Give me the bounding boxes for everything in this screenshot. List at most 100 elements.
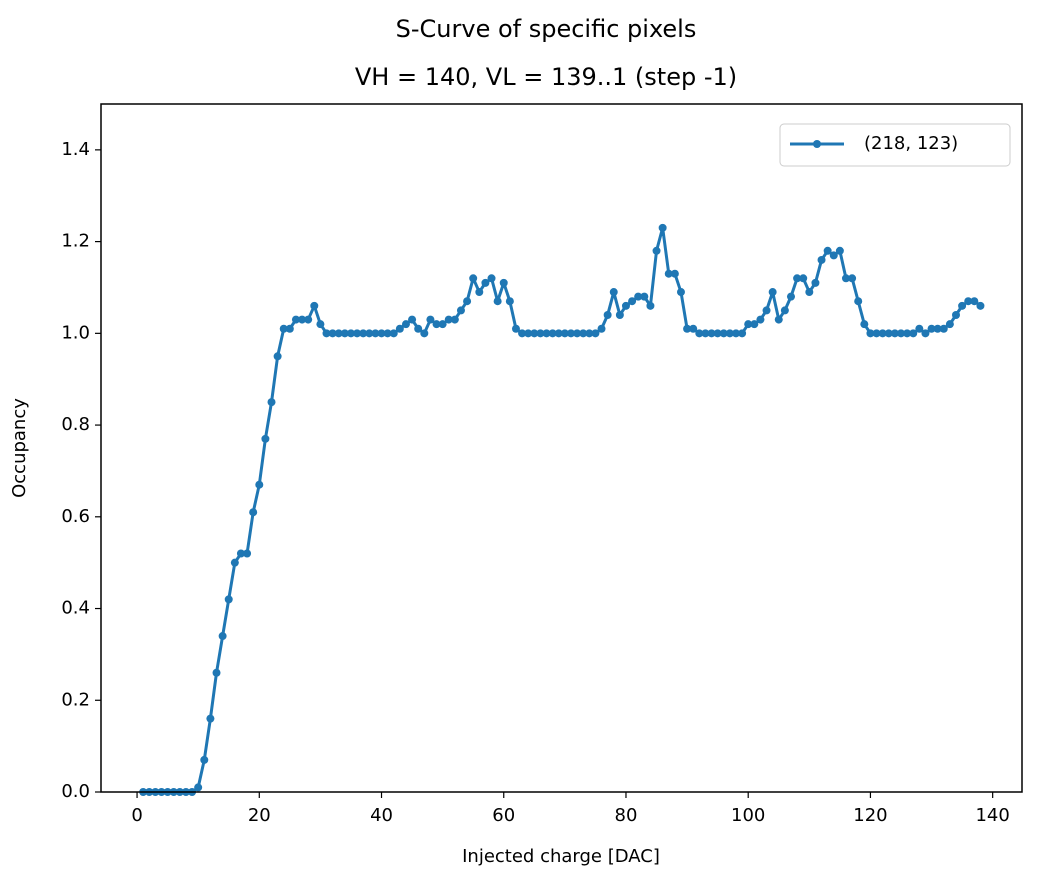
data-point bbox=[218, 632, 227, 641]
data-point bbox=[707, 329, 716, 338]
data-point bbox=[890, 329, 899, 338]
data-point bbox=[823, 246, 832, 255]
data-point bbox=[909, 329, 918, 338]
data-point bbox=[316, 320, 325, 329]
data-point bbox=[805, 288, 814, 297]
data-point bbox=[725, 329, 734, 338]
data-point bbox=[817, 255, 826, 264]
data-point bbox=[640, 292, 649, 301]
data-point bbox=[365, 329, 374, 338]
data-point bbox=[860, 320, 869, 329]
data-point bbox=[359, 329, 368, 338]
data-point bbox=[389, 329, 398, 338]
data-point bbox=[224, 595, 233, 604]
data-point bbox=[340, 329, 349, 338]
data-point bbox=[927, 324, 936, 333]
data-point bbox=[646, 301, 655, 310]
data-point bbox=[579, 329, 588, 338]
data-point bbox=[481, 278, 490, 287]
data-point bbox=[371, 329, 380, 338]
data-point bbox=[945, 320, 954, 329]
data-point bbox=[915, 324, 924, 333]
data-point bbox=[291, 315, 300, 324]
data-point bbox=[970, 297, 979, 306]
data-point bbox=[719, 329, 728, 338]
data-point bbox=[261, 434, 270, 443]
data-point bbox=[249, 508, 258, 517]
y-tick-label: 0.2 bbox=[61, 689, 90, 710]
data-point bbox=[505, 297, 514, 306]
data-point bbox=[566, 329, 575, 338]
data-point bbox=[236, 549, 245, 558]
data-point bbox=[279, 324, 288, 333]
y-tick-label: 0.8 bbox=[61, 414, 90, 435]
data-point bbox=[518, 329, 527, 338]
data-point bbox=[206, 714, 215, 723]
data-point bbox=[621, 301, 630, 310]
data-point bbox=[884, 329, 893, 338]
data-point bbox=[829, 251, 838, 260]
data-point bbox=[408, 315, 417, 324]
data-point bbox=[701, 329, 710, 338]
data-point bbox=[964, 297, 973, 306]
data-point bbox=[799, 274, 808, 283]
data-point bbox=[939, 324, 948, 333]
x-tick-label: 140 bbox=[975, 805, 1009, 826]
data-point bbox=[524, 329, 533, 338]
chart-subtitle: VH = 140, VL = 139..1 (step -1) bbox=[355, 63, 737, 91]
data-point bbox=[951, 310, 960, 319]
data-point bbox=[841, 274, 850, 283]
data-point bbox=[609, 288, 618, 297]
data-point bbox=[634, 292, 643, 301]
x-tick-label: 20 bbox=[248, 805, 271, 826]
data-point bbox=[328, 329, 337, 338]
data-point bbox=[958, 301, 967, 310]
data-point bbox=[200, 755, 209, 764]
y-tick-label: 0.0 bbox=[61, 781, 90, 802]
data-point bbox=[628, 297, 637, 306]
data-point bbox=[872, 329, 881, 338]
x-tick-label: 40 bbox=[370, 805, 393, 826]
data-point bbox=[921, 329, 930, 338]
data-point bbox=[786, 292, 795, 301]
data-point bbox=[591, 329, 600, 338]
data-point bbox=[438, 320, 447, 329]
data-point bbox=[713, 329, 722, 338]
data-point bbox=[487, 274, 496, 283]
data-point bbox=[854, 297, 863, 306]
data-point bbox=[273, 352, 282, 361]
data-point bbox=[530, 329, 539, 338]
y-tick-label: 1.4 bbox=[61, 139, 90, 160]
data-point bbox=[560, 329, 569, 338]
data-point bbox=[310, 301, 319, 310]
y-tick-label: 0.4 bbox=[61, 598, 90, 619]
data-point bbox=[762, 306, 771, 315]
data-point bbox=[493, 297, 502, 306]
data-point bbox=[511, 324, 520, 333]
data-point bbox=[903, 329, 912, 338]
data-point bbox=[866, 329, 875, 338]
data-point bbox=[353, 329, 362, 338]
series-line bbox=[143, 226, 982, 794]
data-point bbox=[243, 549, 252, 558]
data-point bbox=[695, 329, 704, 338]
y-axis-label: Occupancy bbox=[9, 398, 30, 498]
x-tick-label: 120 bbox=[853, 805, 887, 826]
data-point bbox=[933, 324, 942, 333]
data-point bbox=[456, 306, 465, 315]
data-point bbox=[432, 320, 441, 329]
data-point bbox=[848, 274, 857, 283]
plot-frame bbox=[100, 103, 1023, 793]
x-axis-label: Injected charge [DAC] bbox=[462, 846, 660, 867]
data-point bbox=[285, 324, 294, 333]
data-point bbox=[267, 398, 276, 407]
data-point bbox=[414, 324, 423, 333]
data-point bbox=[383, 329, 392, 338]
x-tick-label: 60 bbox=[492, 805, 515, 826]
data-point bbox=[426, 315, 435, 324]
data-point bbox=[793, 274, 802, 283]
data-point bbox=[585, 329, 594, 338]
data-point bbox=[536, 329, 545, 338]
data-point bbox=[469, 274, 478, 283]
